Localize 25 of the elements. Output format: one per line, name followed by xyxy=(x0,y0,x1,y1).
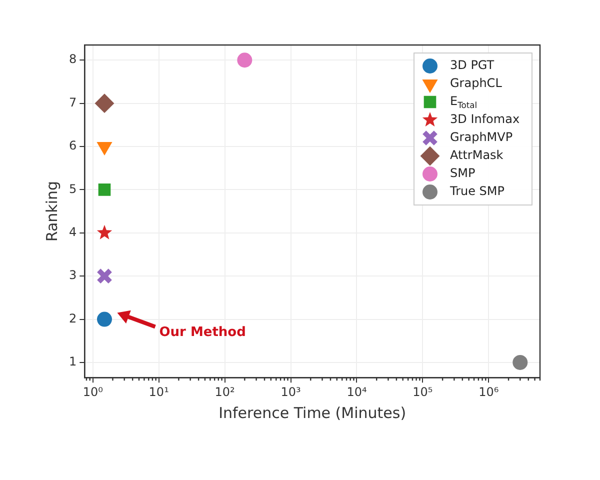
x-tick-label: 10¹ xyxy=(148,384,170,399)
x-tick-label: 10⁶ xyxy=(478,384,499,399)
legend-label: True SMP xyxy=(449,184,505,198)
legend-label: GraphMVP xyxy=(450,130,513,144)
legend-label: SMP xyxy=(450,166,476,180)
y-tick-label: 1 xyxy=(68,354,77,369)
y-tick-label: 3 xyxy=(68,268,77,282)
legend-label: AttrMask xyxy=(450,148,504,162)
annotation: Our Method xyxy=(159,325,246,340)
x-tick-label: 10⁴ xyxy=(346,384,367,399)
y-tick-label: 4 xyxy=(68,225,77,240)
y-tick-label: 2 xyxy=(68,311,77,326)
y-tick-label: 8 xyxy=(68,52,77,66)
legend-label: 3D PGT xyxy=(450,58,495,72)
y-axis-title: Ranking xyxy=(42,180,61,242)
legend-label: 3D Infomax xyxy=(450,112,520,126)
x-tick-label: 10³ xyxy=(280,384,301,399)
x-tick-label: 10⁰ xyxy=(82,384,104,399)
x-tick-label: 10² xyxy=(214,384,236,399)
y-tick-label: 6 xyxy=(68,138,77,153)
x-tick-label: 10⁵ xyxy=(412,384,433,399)
y-tick-label: 7 xyxy=(68,95,77,110)
y-tick-label: 5 xyxy=(68,182,77,196)
x-axis-title: Inference Time (Minutes) xyxy=(218,404,406,422)
legend-label: GraphCL xyxy=(450,76,502,90)
